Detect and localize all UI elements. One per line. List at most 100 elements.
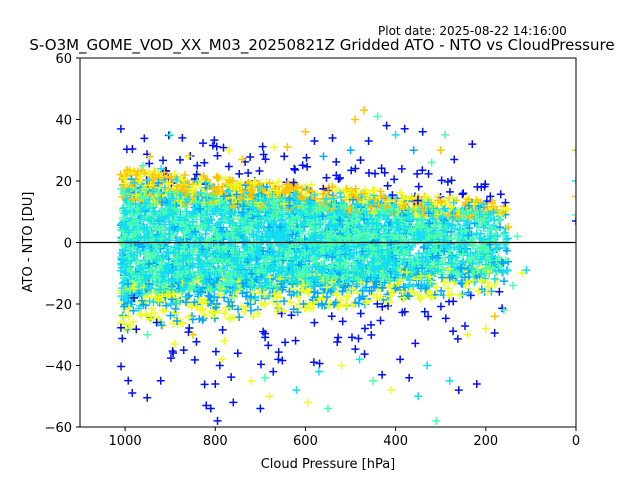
scatter-point (200, 380, 209, 389)
scatter-point (309, 254, 318, 263)
scatter-point (131, 215, 140, 224)
scatter-point (261, 212, 270, 221)
scatter-point (299, 239, 308, 248)
scatter-point (425, 232, 434, 241)
scatter-point (377, 164, 386, 173)
scatter-point (255, 166, 264, 175)
scatter-point (205, 181, 214, 190)
scatter-point (393, 271, 402, 280)
scatter-point (193, 199, 202, 208)
scatter-point (338, 287, 347, 296)
scatter-point (280, 297, 289, 306)
scatter-point (166, 354, 175, 363)
scatter-point (257, 360, 266, 369)
scatter-point (479, 200, 488, 209)
scatter-point (353, 188, 362, 197)
scatter-point (273, 186, 282, 195)
scatter-point (279, 306, 288, 315)
scatter-point (416, 295, 425, 304)
scatter-point (382, 259, 391, 268)
scatter-point (259, 327, 268, 336)
scatter-point (349, 219, 358, 228)
scatter-point (348, 285, 357, 294)
scatter-point (457, 279, 466, 288)
scatter-point (425, 288, 434, 297)
scatter-point (292, 197, 301, 206)
scatter-point (309, 358, 318, 367)
scatter-point (208, 141, 217, 150)
scatter-point (135, 265, 144, 274)
scatter-point (128, 388, 137, 397)
scatter-point (341, 282, 350, 291)
scatter-point (288, 217, 297, 226)
scatter-point (376, 275, 385, 284)
scatter-point (324, 187, 333, 196)
scatter-point (178, 133, 187, 142)
scatter-point (249, 312, 258, 321)
scatter-point (200, 310, 209, 319)
scatter-point (221, 303, 230, 312)
scatter-point (448, 193, 457, 202)
scatter-point (302, 189, 311, 198)
scatter-point (502, 246, 511, 255)
scatter-point (367, 201, 376, 210)
scatter-point (378, 302, 387, 311)
scatter-point (472, 229, 481, 238)
scatter-point (396, 188, 405, 197)
scatter-point (354, 334, 363, 343)
scatter-point (332, 157, 341, 166)
scatter-point (414, 182, 423, 191)
scatter-point (403, 291, 412, 300)
scatter-point (195, 205, 204, 214)
scatter-point (440, 278, 449, 287)
scatter-point (260, 290, 269, 299)
scatter-point (420, 307, 429, 316)
scatter-point (437, 286, 446, 295)
scatter-point (336, 201, 345, 210)
scatter-point (235, 169, 244, 178)
scatter-point (348, 333, 357, 342)
scatter-point (132, 325, 141, 334)
scatter-point (418, 166, 427, 175)
scatter-point (145, 296, 154, 305)
scatter-point (355, 230, 364, 239)
scatter-point (218, 182, 227, 191)
scatter-point (305, 301, 314, 310)
scatter-point (228, 193, 237, 202)
scatter-point (356, 156, 365, 165)
scatter-point (317, 231, 326, 240)
scatter-point (287, 311, 296, 320)
scatter-point (293, 190, 302, 199)
scatter-point (256, 239, 265, 248)
scatter-point (344, 223, 353, 232)
scatter-point (192, 337, 201, 346)
scatter-point (353, 289, 362, 298)
scatter-point (218, 325, 227, 334)
scatter-point (407, 237, 416, 246)
scatter-point (146, 248, 155, 257)
scatter-point (427, 269, 436, 278)
scatter-point (147, 304, 156, 313)
scatter-point (123, 256, 132, 265)
scatter-point (116, 124, 125, 133)
scatter-point (125, 303, 134, 312)
scatter-point (487, 287, 496, 296)
scatter-point (405, 292, 414, 301)
scatter-point (117, 184, 126, 193)
scatter-point (270, 251, 279, 260)
scatter-point (444, 291, 453, 300)
scatter-point (118, 219, 127, 228)
scatter-point (359, 285, 368, 294)
scatter-point (234, 305, 243, 314)
scatter-point (496, 190, 505, 199)
scatter-point (383, 301, 392, 310)
scatter-point (421, 256, 430, 265)
scatter-point (258, 142, 267, 151)
scatter-point (219, 192, 228, 201)
scatter-point (230, 233, 239, 242)
scatter-point (351, 184, 360, 193)
scatter-point (137, 270, 146, 279)
scatter-point (469, 233, 478, 242)
scatter-point (486, 214, 495, 223)
scatter-point (198, 283, 207, 292)
